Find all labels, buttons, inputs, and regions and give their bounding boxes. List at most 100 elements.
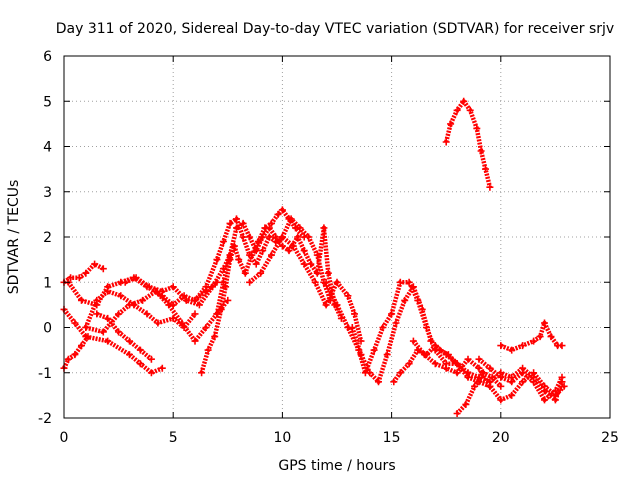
data-point xyxy=(536,333,544,341)
series-track-o xyxy=(391,343,565,403)
data-point xyxy=(202,324,210,331)
data-point xyxy=(462,400,470,408)
data-point xyxy=(418,305,426,313)
data-point xyxy=(366,369,374,377)
data-point xyxy=(99,328,107,336)
y-tick-label: 3 xyxy=(43,185,52,201)
data-point xyxy=(265,233,273,241)
x-tick-label: 20 xyxy=(492,430,510,446)
data-point xyxy=(132,274,140,282)
data-point xyxy=(473,124,481,132)
data-point xyxy=(226,219,234,227)
data-point xyxy=(357,351,365,359)
data-point xyxy=(169,314,177,322)
grid xyxy=(64,56,610,418)
y-axis-ticks: -2 -1 0 1 2 3 4 5 6 xyxy=(38,49,610,427)
x-tick-label: 10 xyxy=(273,430,291,446)
data-point xyxy=(348,324,356,331)
data-point xyxy=(126,301,133,309)
data-point xyxy=(246,278,254,286)
data-point xyxy=(392,319,400,327)
series-track-h xyxy=(124,254,233,308)
data-point xyxy=(486,364,494,372)
data-point xyxy=(466,106,474,114)
x-tick-label: 5 xyxy=(169,430,178,446)
x-axis-ticks: 0 5 10 15 20 25 xyxy=(60,56,619,446)
data-point xyxy=(420,351,428,359)
data-point xyxy=(488,373,496,381)
data-point xyxy=(209,283,216,291)
data-point xyxy=(82,269,90,277)
data-point xyxy=(136,360,144,368)
data-point xyxy=(442,138,450,146)
data-point xyxy=(560,382,568,390)
data-point xyxy=(475,364,483,372)
data-point xyxy=(497,396,505,404)
data-point xyxy=(169,283,177,291)
data-point xyxy=(477,147,485,155)
data-point xyxy=(333,301,341,309)
data-point xyxy=(551,387,559,395)
data-point xyxy=(78,296,85,304)
data-point xyxy=(246,251,254,259)
data-point xyxy=(82,333,90,341)
y-tick-label: -2 xyxy=(38,411,52,427)
data-point xyxy=(370,346,378,354)
data-point xyxy=(313,251,321,259)
data-point xyxy=(313,269,321,277)
data-point xyxy=(259,233,267,241)
data-point xyxy=(219,278,227,286)
data-point xyxy=(453,410,461,417)
data-point xyxy=(202,283,210,291)
data-point xyxy=(322,278,330,286)
data-point xyxy=(204,346,212,354)
series-track-p xyxy=(411,339,566,403)
data-point xyxy=(519,378,527,386)
data-point xyxy=(147,369,155,377)
series-track-l xyxy=(248,234,364,342)
data-point xyxy=(324,269,332,277)
data-point xyxy=(252,247,260,255)
data-point xyxy=(294,233,302,241)
data-point xyxy=(351,310,358,318)
y-tick-label: 6 xyxy=(43,49,52,65)
data-point xyxy=(530,337,538,345)
data-point xyxy=(104,283,112,291)
data-point xyxy=(508,391,516,399)
data-point xyxy=(115,328,123,336)
data-point xyxy=(222,283,230,291)
data-point xyxy=(431,342,439,350)
series-track-g xyxy=(85,289,230,344)
data-point xyxy=(268,251,275,259)
data-point xyxy=(75,274,83,282)
data-point xyxy=(519,342,527,350)
data-point xyxy=(379,324,387,331)
data-point xyxy=(396,278,404,286)
data-point xyxy=(82,324,90,331)
data-point xyxy=(508,346,516,354)
data-point xyxy=(274,210,282,218)
x-axis-label: GPS time / hours xyxy=(278,458,395,474)
data-point xyxy=(259,247,267,255)
data-point xyxy=(396,369,404,377)
data-point xyxy=(405,360,413,368)
data-point xyxy=(497,342,505,350)
data-point xyxy=(257,269,265,277)
series-track-b xyxy=(61,335,90,370)
data-point xyxy=(195,301,203,309)
data-point xyxy=(226,251,234,259)
data-point xyxy=(265,224,273,232)
data-point xyxy=(547,333,555,341)
data-point xyxy=(390,378,398,386)
data-point xyxy=(278,206,286,214)
series-track-n xyxy=(350,284,491,389)
y-tick-label: 5 xyxy=(43,94,52,110)
data-point xyxy=(375,378,382,386)
data-point xyxy=(64,355,72,363)
data-point xyxy=(307,260,315,268)
data-point xyxy=(497,373,505,381)
data-point xyxy=(121,278,129,286)
data-point xyxy=(300,247,308,255)
series-track-c xyxy=(62,307,164,376)
data-point xyxy=(482,165,489,173)
